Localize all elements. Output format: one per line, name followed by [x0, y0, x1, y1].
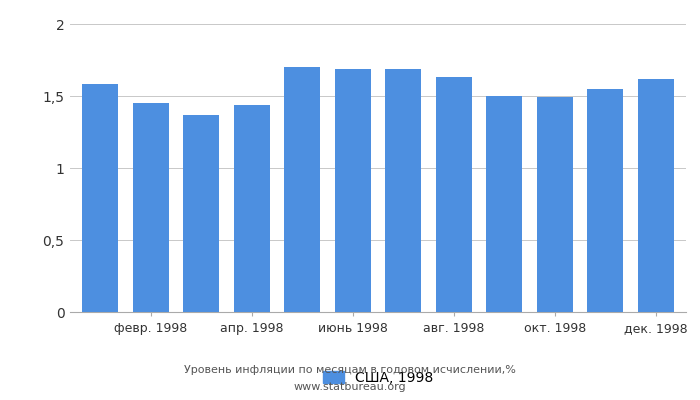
Text: Уровень инфляции по месяцам в годовом исчислении,%: Уровень инфляции по месяцам в годовом ис… — [184, 365, 516, 375]
Bar — [132, 103, 169, 312]
Bar — [435, 77, 472, 312]
Bar — [536, 98, 573, 312]
Bar — [385, 69, 421, 312]
Bar — [234, 105, 270, 312]
Bar — [486, 96, 522, 312]
Bar — [587, 89, 624, 312]
Bar — [82, 84, 118, 312]
Bar — [284, 67, 321, 312]
Text: www.statbureau.org: www.statbureau.org — [294, 382, 406, 392]
Bar — [335, 69, 371, 312]
Bar — [183, 115, 220, 312]
Legend: США, 1998: США, 1998 — [323, 371, 433, 385]
Bar — [638, 79, 674, 312]
